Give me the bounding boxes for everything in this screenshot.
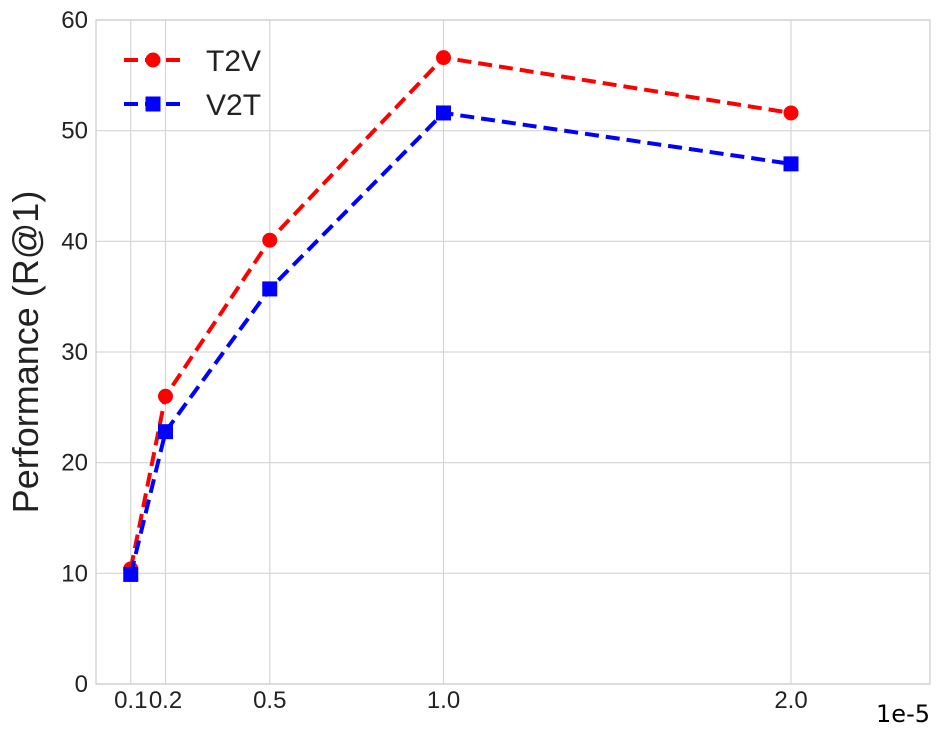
data-point bbox=[436, 50, 451, 66]
y-tick-label: 0 bbox=[75, 671, 88, 698]
x-tick-label: 0.5 bbox=[253, 687, 286, 714]
y-axis-label: Performance (R@1) bbox=[5, 191, 46, 514]
y-tick-label: 40 bbox=[61, 228, 88, 255]
data-point bbox=[262, 232, 278, 248]
data-point bbox=[158, 388, 173, 404]
legend-marker bbox=[145, 52, 161, 68]
plot-frame bbox=[95, 19, 931, 685]
series-t2v bbox=[123, 50, 799, 577]
data-point bbox=[436, 105, 451, 121]
tick-layer: 0 10 20 30 40 50 60 0.1 0.2 0.5 1.0 2.0 bbox=[61, 7, 807, 714]
series-line bbox=[128, 55, 792, 570]
series-line bbox=[128, 110, 792, 575]
data-point bbox=[783, 105, 799, 121]
y-tick-label: 30 bbox=[61, 339, 88, 366]
data-point bbox=[262, 281, 278, 297]
legend-marker bbox=[145, 96, 161, 112]
y-tick-label: 20 bbox=[61, 450, 88, 477]
legend-item-t2v: T2V bbox=[124, 45, 261, 78]
data-point bbox=[158, 424, 173, 440]
legend-item-v2t: V2T bbox=[124, 89, 261, 122]
legend-label: V2T bbox=[206, 89, 261, 122]
y-tick-label: 10 bbox=[61, 560, 88, 587]
series-layer bbox=[123, 50, 799, 582]
x-axis-offset-label: 1e-5 bbox=[876, 700, 930, 728]
y-tick-label: 60 bbox=[61, 7, 88, 34]
x-tick-label: 2.0 bbox=[774, 687, 807, 714]
series-v2t bbox=[123, 105, 799, 582]
x-tick-label: 0.1 bbox=[114, 687, 147, 714]
x-tick-label: 0.2 bbox=[149, 687, 182, 714]
data-point bbox=[123, 566, 139, 582]
x-tick-label: 1.0 bbox=[427, 687, 460, 714]
legend-label: T2V bbox=[206, 45, 261, 78]
data-point bbox=[783, 156, 799, 172]
y-tick-label: 50 bbox=[61, 118, 88, 145]
